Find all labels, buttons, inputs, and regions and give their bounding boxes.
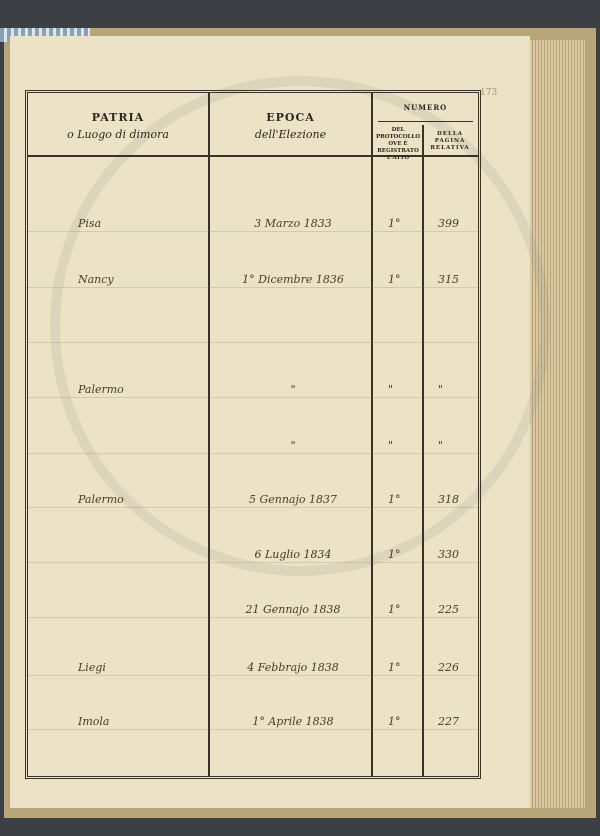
row-rule [28,397,478,398]
cell-patria: Palermo [78,493,124,506]
column-divider [208,93,210,776]
cell-pagina: 315 [438,273,459,286]
row-rule [28,287,478,288]
patria-subtitle: o Luogo di dimora [67,128,169,141]
header-divider [28,155,478,157]
cell-pagina: 330 [438,548,459,561]
cell-epoca: 1° Aprile 1838 [252,715,334,728]
cell-protocollo: 1° [388,273,401,286]
header-epoca: EPOCA dell'Elezione [210,111,371,141]
column-divider [371,93,373,776]
cell-patria: Palermo [78,383,124,396]
page-number: 173 [480,88,498,98]
pagina-header: DELLA PAGINA RELATIVA [430,131,470,151]
cell-epoca: 21 Gennajo 1838 [245,603,341,616]
stamp-seal-watermark [50,76,550,576]
cell-epoca: " [290,383,296,396]
row-rule [28,562,478,563]
patria-title: PATRIA [91,111,145,124]
cell-patria: Liegi [78,661,106,674]
numero-title: NUMERO [403,103,448,112]
cell-epoca: " [290,439,296,452]
cell-epoca: 6 Luglio 1834 [254,548,332,561]
cell-patria: Pisa [78,217,102,230]
ledger-page [10,36,550,808]
cell-pagina: 318 [438,493,459,506]
cell-protocollo: " [388,439,394,452]
cell-pagina: 226 [438,661,459,674]
cell-protocollo: 1° [388,493,401,506]
column-divider [422,125,424,776]
row-rule [28,675,478,676]
cell-protocollo: 1° [388,603,401,616]
cell-epoca: 1° Dicembre 1836 [242,273,344,286]
cell-protocollo: 1° [388,715,401,728]
register-table: PATRIA o Luogo di dimora EPOCA dell'Elez… [25,90,481,779]
cell-protocollo: " [388,383,394,396]
protocollo-header: DEL PROTOCOLLO OVE È REGISTRATO L'ATTO [375,127,421,161]
epoca-subtitle: dell'Elezione [254,128,327,141]
cell-patria: Imola [78,715,110,728]
cell-pagina: " [438,439,444,452]
cell-protocollo: 1° [388,661,401,674]
row-rule [28,231,478,232]
cell-epoca: 4 Febbrajo 1838 [247,661,339,674]
row-rule [28,617,478,618]
cell-patria: Nancy [78,273,114,286]
cell-epoca: 5 Gennajo 1837 [248,493,338,506]
cell-protocollo: 1° [388,217,401,230]
cell-pagina: 227 [438,715,459,728]
header-patria: PATRIA o Luogo di dimora [28,111,208,141]
row-rule [28,342,478,343]
cell-pagina: 399 [438,217,459,230]
row-rule [28,507,478,508]
cell-epoca: 3 Marzo 1833 [254,217,332,230]
row-rule [28,729,478,730]
cell-pagina: " [438,383,444,396]
cell-pagina: 225 [438,603,459,616]
epoca-title: EPOCA [266,111,315,124]
cell-protocollo: 1° [388,548,401,561]
row-rule [28,453,478,454]
